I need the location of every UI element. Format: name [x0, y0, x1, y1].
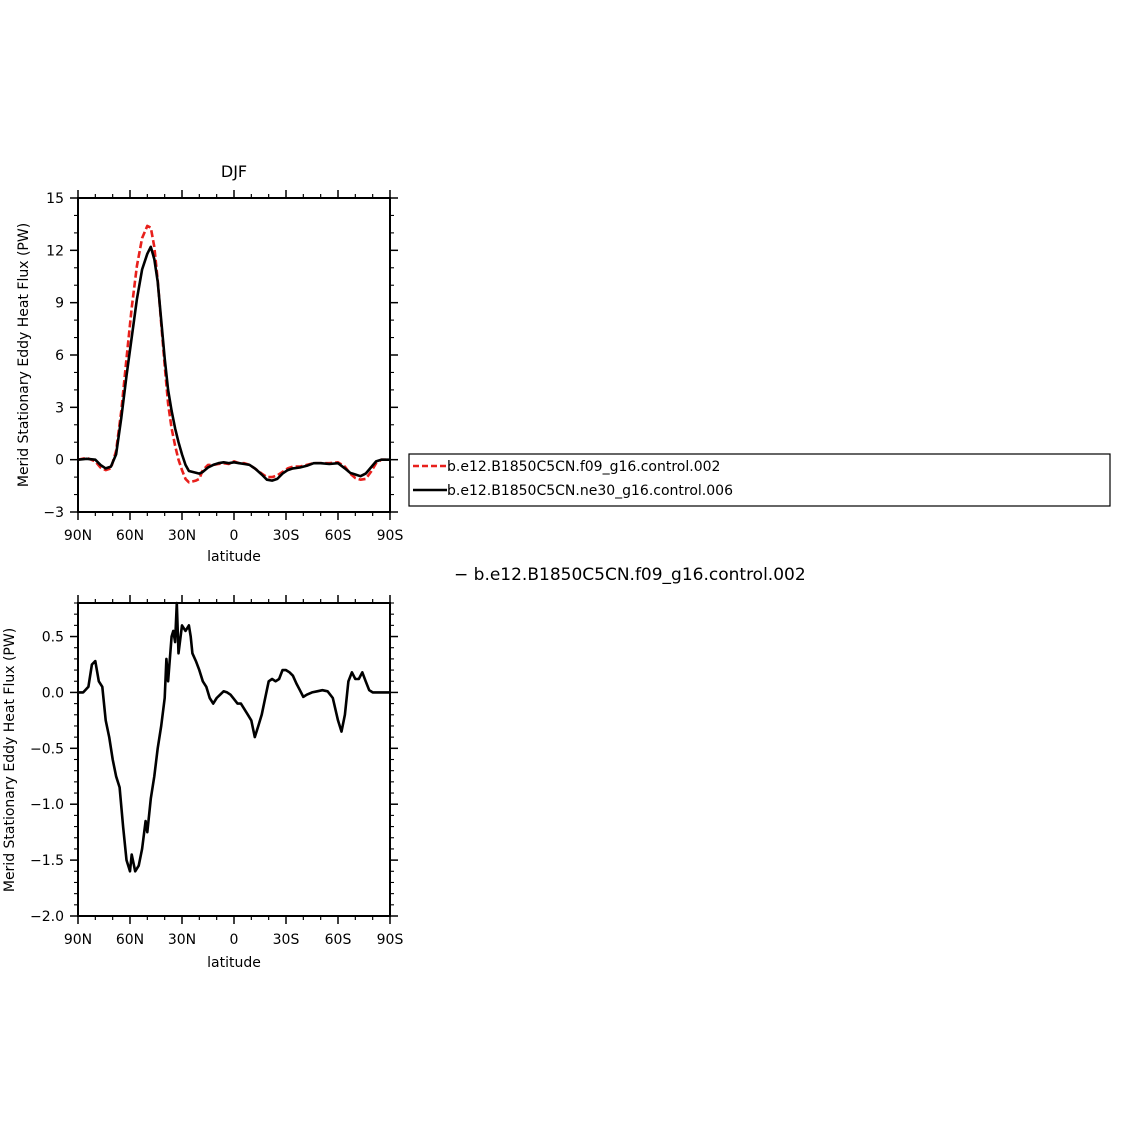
- top-y-tick-label: 0: [55, 453, 64, 469]
- bot-series-line-1: [78, 601, 390, 873]
- top-x-tick-label: 90N: [64, 528, 92, 544]
- bottom-chart-panel: 0.50.0−0.5−1.0−1.5−2.0 90N 60N 30N 0 30S 60S 9…: [2, 595, 403, 971]
- top-y-tick-label: −3: [43, 505, 64, 521]
- top-x-tick-label: 30S: [273, 528, 300, 544]
- top-x-tick-label: 60S: [325, 528, 352, 544]
- bottom-x-axis-title: latitude: [207, 955, 261, 971]
- bottom-axis-ticks: [70, 595, 398, 924]
- top-chart-panel: DJF 15 12 9 6 3 0 −3 90N 60N 30N 0 30S 60S 90S latit…: [16, 162, 403, 565]
- top-y-tick-labels: 15 12 9 6 3 0 −3: [43, 191, 64, 521]
- top-series-line-2: [78, 245, 390, 482]
- bot-x-tick-label: 0: [230, 932, 239, 948]
- legend-entry-2: b.e12.B1850C5CN.ne30_g16.control.006: [447, 483, 733, 499]
- top-x-tick-label: 90S: [377, 528, 404, 544]
- top-chart-title: DJF: [221, 162, 247, 181]
- bot-x-tick-label: 30N: [168, 932, 196, 948]
- bot-y-tick-label: 0.0: [42, 685, 64, 701]
- bot-y-tick-label: −1.0: [30, 797, 64, 813]
- top-x-tick-label: 60N: [116, 528, 144, 544]
- bot-x-tick-label: 60N: [116, 932, 144, 948]
- top-x-tick-labels: 90N 60N 30N 0 30S 60S 90S: [64, 528, 404, 544]
- bottom-x-tick-labels: 90N 60N 30N 0 30S 60S 90S: [64, 932, 404, 948]
- top-x-axis-title: latitude: [207, 549, 261, 565]
- top-y-tick-label: 9: [55, 296, 64, 312]
- legend: b.e12.B1850C5CN.f09_g16.control.002 b.e1…: [408, 453, 1111, 507]
- bot-y-tick-label: −2.0: [30, 909, 64, 925]
- top-y-tick-label: 12: [46, 243, 64, 259]
- legend-entry-1: b.e12.B1850C5CN.f09_g16.control.002: [447, 459, 720, 475]
- top-x-tick-label: 30N: [168, 528, 196, 544]
- bottom-plot-frame: [77, 602, 391, 917]
- bot-y-tick-label: −0.5: [30, 741, 64, 757]
- top-axis-ticks: [70, 190, 398, 520]
- bot-x-tick-label: 60S: [325, 932, 352, 948]
- bot-x-tick-label: 30S: [273, 932, 300, 948]
- bot-y-tick-label: 0.5: [42, 630, 64, 646]
- top-y-tick-label: 6: [55, 348, 64, 364]
- top-y-axis-title: Merid Stationary Eddy Heat Flux (PW): [16, 223, 32, 487]
- top-plot-frame: [77, 197, 391, 513]
- difference-caption: − b.e12.B1850C5CN.f09_g16.control.002: [454, 565, 806, 585]
- bottom-y-tick-labels: 0.5 0.0 −0.5 −1.0 −1.5 −2.0: [30, 630, 64, 925]
- bottom-y-axis-title: Merid Stationary Eddy Heat Flux (PW): [2, 628, 18, 892]
- top-y-tick-label: 3: [55, 400, 64, 416]
- top-x-tick-label: 0: [230, 528, 239, 544]
- bot-y-tick-label: −1.5: [30, 853, 64, 869]
- bottom-series-group: [78, 601, 390, 873]
- bot-x-tick-label: 90S: [377, 932, 404, 948]
- bot-x-tick-label: 90N: [64, 932, 92, 948]
- top-y-tick-label: 15: [46, 191, 64, 207]
- legend-box: [408, 453, 1111, 507]
- top-series-line-1: [78, 224, 390, 484]
- top-series-group: [78, 224, 390, 484]
